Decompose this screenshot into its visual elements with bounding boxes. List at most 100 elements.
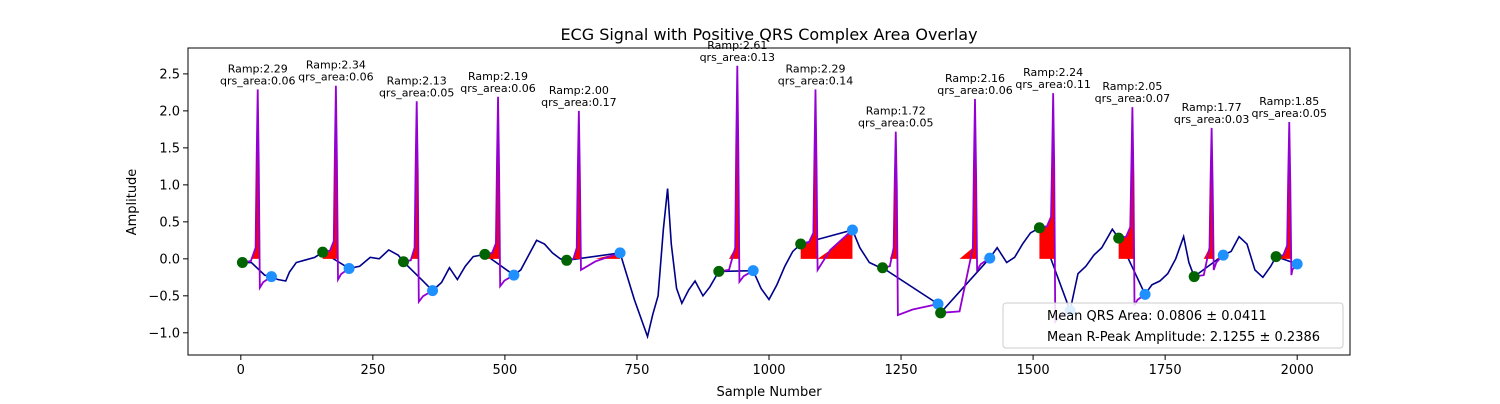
x-tick-label: 1250 — [884, 363, 917, 378]
qrs-area-fill-5 — [566, 110, 621, 259]
qrs-area-label-1: qrs_area:0.06 — [220, 74, 295, 87]
qrs-offset-marker-2 — [343, 262, 355, 274]
qrs-area-fill-7 — [800, 89, 853, 259]
legend-entry-r-amplitude: Mean R-Peak Amplitude: 2.1255 ± 0.2386 — [1047, 330, 1320, 345]
y-tick-label: 2.0 — [159, 104, 180, 119]
x-tick-label: 1000 — [752, 363, 785, 378]
r-amplitude-label-10: Ramp:2.24 — [1023, 66, 1083, 79]
r-amplitude-label-2: Ramp:2.34 — [306, 59, 366, 72]
qrs-area-label-10: qrs_area:0.11 — [1015, 78, 1090, 91]
qrs-offset-marker-11 — [1139, 288, 1151, 300]
qrs-offset-marker-13 — [1291, 258, 1303, 270]
x-tick-label: 1500 — [1017, 363, 1050, 378]
qrs-segment-line-6 — [718, 65, 754, 285]
r-amplitude-label-8: Ramp:1.72 — [866, 105, 926, 118]
r-amplitude-label-11: Ramp:2.05 — [1102, 80, 1162, 93]
qrs-area-label-12: qrs_area:0.03 — [1174, 113, 1249, 126]
qrs-area-label-9: qrs_area:0.06 — [937, 84, 1012, 97]
qrs-segment-line-7 — [800, 89, 854, 273]
qrs-area-label-2: qrs_area:0.06 — [298, 71, 373, 84]
x-tick-label: 750 — [625, 363, 650, 378]
legend: Mean QRS Area: 0.0806 ± 0.0411 Mean R-Pe… — [1002, 302, 1344, 349]
y-axis-label: Amplitude — [125, 169, 140, 236]
r-amplitude-label-13: Ramp:1.85 — [1259, 95, 1319, 108]
x-tick-label: 0 — [237, 363, 245, 378]
qrs-onset-marker-11 — [1113, 232, 1125, 244]
qrs-onset-marker-2 — [317, 246, 329, 258]
qrs-area-fill-12 — [1194, 127, 1224, 259]
r-amplitude-label-3: Ramp:2.13 — [387, 74, 447, 87]
x-tick-label: 250 — [360, 363, 385, 378]
qrs-offset-marker-1 — [265, 271, 277, 283]
qrs-area-label-11: qrs_area:0.07 — [1095, 92, 1170, 105]
plot-content — [236, 65, 1303, 340]
qrs-area-label-8: qrs_area:0.05 — [858, 117, 933, 130]
qrs-onset-marker-13 — [1270, 251, 1282, 263]
x-tick-label: 2000 — [1281, 363, 1314, 378]
qrs-area-label-3: qrs_area:0.05 — [379, 86, 454, 99]
x-tick-label: 1750 — [1149, 363, 1182, 378]
y-axis-ticks: −1.0 −0.5 0.0 0.5 1.0 1.5 2.0 2.5 — [148, 67, 188, 341]
qrs-area-fill-8 — [882, 131, 939, 259]
qrs-offset-marker-8 — [932, 298, 944, 310]
qrs-segment-line-13 — [1275, 121, 1298, 276]
qrs-area-label-6: qrs_area:0.13 — [700, 51, 775, 64]
qrs-area-label-5: qrs_area:0.17 — [541, 96, 616, 109]
r-amplitude-label-7: Ramp:2.29 — [785, 62, 845, 75]
y-tick-label: 1.5 — [159, 141, 180, 156]
plot-area: Ramp:2.29qrs_area:0.06Ramp:2.34qrs_area:… — [220, 39, 1327, 340]
qrs-segment-line-1 — [242, 89, 272, 291]
y-tick-label: 1.0 — [159, 178, 180, 193]
y-tick-label: 0.0 — [159, 252, 180, 267]
x-tick-label: 500 — [492, 363, 517, 378]
qrs-onset-marker-1 — [236, 257, 248, 269]
qrs-area-fill-9 — [940, 99, 990, 259]
qrs-area-label-7: qrs_area:0.14 — [778, 74, 853, 87]
qrs-onset-marker-12 — [1188, 271, 1200, 283]
legend-entry-qrs-area: Mean QRS Area: 0.0806 ± 0.0411 — [1047, 309, 1267, 324]
qrs-onset-marker-6 — [713, 265, 725, 277]
x-axis-ticks: 0 250 500 750 1000 1250 1500 1750 2000 — [237, 355, 1314, 378]
qrs-area-label-4: qrs_area:0.06 — [460, 82, 535, 95]
qrs-segment-line-4 — [484, 96, 515, 289]
qrs-offset-marker-4 — [508, 269, 520, 281]
qrs-segment-line-8 — [882, 131, 939, 317]
qrs-offset-marker-7 — [846, 224, 858, 236]
qrs-offset-marker-9 — [984, 252, 996, 264]
qrs-offset-marker-12 — [1217, 249, 1229, 261]
r-amplitude-label-6: Ramp:2.61 — [707, 39, 767, 52]
x-axis-label: Sample Number — [716, 385, 822, 400]
qrs-segment-line-10 — [1039, 93, 1071, 325]
legend-box — [1002, 302, 1344, 349]
qrs-segment-line-11 — [1118, 107, 1146, 306]
qrs-onset-marker-7 — [795, 238, 807, 250]
chart-title: ECG Signal with Positive QRS Complex Are… — [560, 25, 977, 44]
qrs-segment-line-2 — [322, 85, 350, 283]
qrs-offset-marker-5 — [614, 247, 626, 259]
qrs-segment-line-5 — [566, 110, 621, 272]
y-tick-label: −1.0 — [148, 326, 180, 341]
qrs-onset-marker-9 — [935, 307, 947, 319]
qrs-onset-marker-8 — [877, 262, 889, 274]
qrs-segment-line-3 — [403, 101, 434, 305]
qrs-segment-line-12 — [1194, 127, 1224, 278]
y-tick-label: 0.5 — [159, 215, 180, 230]
r-amplitude-label-5: Ramp:2.00 — [549, 84, 609, 97]
qrs-onset-marker-3 — [397, 256, 409, 268]
qrs-onset-marker-4 — [479, 248, 491, 260]
qrs-offset-marker-6 — [747, 265, 759, 277]
r-amplitude-label-4: Ramp:2.19 — [468, 70, 528, 83]
y-tick-label: 2.5 — [159, 67, 180, 82]
qrs-area-fill-2 — [322, 85, 350, 259]
qrs-offset-marker-3 — [427, 285, 439, 297]
qrs-onset-marker-10 — [1033, 222, 1045, 234]
r-amplitude-label-9: Ramp:2.16 — [945, 72, 1005, 85]
y-tick-label: −0.5 — [148, 289, 180, 304]
qrs-onset-marker-5 — [561, 254, 573, 266]
qrs-area-label-13: qrs_area:0.05 — [1252, 107, 1327, 120]
r-amplitude-label-1: Ramp:2.29 — [228, 62, 288, 75]
r-amplitude-label-12: Ramp:1.77 — [1182, 101, 1242, 114]
qrs-segment-line-9 — [940, 99, 991, 314]
